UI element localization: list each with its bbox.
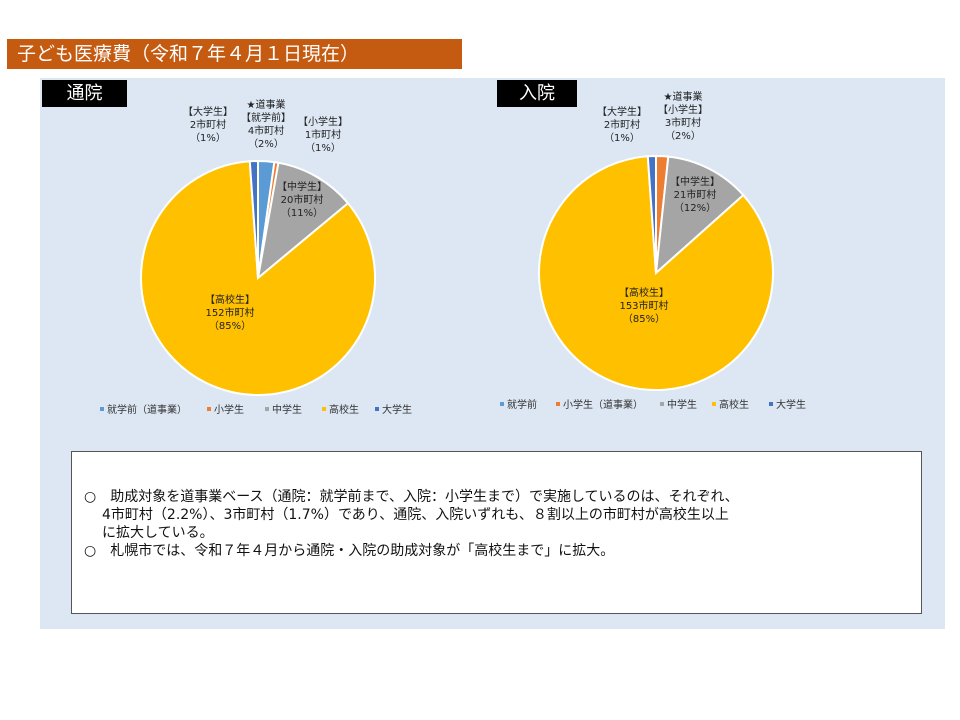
legend-swatch [375,407,379,411]
legend-swatch [712,402,716,406]
legend-swatch [265,407,269,411]
pie-slice-daigakusei [646,154,657,274]
note-line: に拡大している。 [102,525,214,541]
legend-swatch [769,402,773,406]
data-label-daigakusei: 【大学生】 2市町村（1%） [183,105,233,144]
note-line: ○ 助成対象を道事業ベース（通院：就学前まで、入院：小学生まで）で実施しているの… [84,489,739,505]
legend-item-chugakusei: 中学生 [660,398,697,411]
legend-label: 就学前（道事業） [107,403,187,416]
legend-label: 就学前 [507,398,537,411]
legend-swatch [556,402,560,406]
inpatient-pie-chart: ★道事業【小学生】 3市町村（2%） 【中学生】 21市町村（12%） 【高校生】 153… [500,90,806,411]
legend-label: 小学生（道事業） [563,398,643,411]
legend-label: 中学生 [667,398,697,411]
legend-item-shogakusei: 小学生（道事業） [556,398,643,411]
note-line: 4市町村（2.2%）、3市町村（1.7%）であり、通院、入院いずれも、８割以上の… [102,507,729,523]
notes-box: ○ 助成対象を道事業ベース（通院：就学前まで、入院：小学生まで）で実施しているの… [71,451,922,614]
legend-label: 大学生 [382,403,412,416]
legend-item-daigakusei: 大学生 [769,398,806,411]
legend-label: 中学生 [272,403,302,416]
legend-swatch [207,407,211,411]
data-label-kokosei: 【高校生】 153市町村（85%） [619,286,669,325]
pie-slice-chugakusei [654,155,745,276]
data-label-chugakusei: 【中学生】 20市町村（11%） [277,180,327,219]
data-label-kokosei: 【高校生】 152市町村（85%） [205,293,255,332]
legend-label: 大学生 [776,398,806,411]
pie-slice-daigakusei [248,159,259,279]
legend-swatch [500,402,504,406]
data-label-chugakusei: 【中学生】 21市町村（12%） [670,175,720,214]
pie-slice-kokosei [538,155,774,392]
legend-swatch [660,402,664,406]
page-title: 子ども医療費（令和７年４月１日現在） [7,39,462,69]
legend-item-shugakumae: 就学前 [500,398,537,411]
outpatient-pie-chart: ★道事業【就学前】 4市町村（2%）【小学生】 1市町村（1%） 【中学生】 20市町村… [100,98,412,416]
legend-item-chugakusei: 中学生 [265,403,302,416]
data-label-daigakusei: 【大学生】 2市町村（1%） [597,105,647,144]
legend-item-kokosei: 高校生 [322,403,359,416]
legend-label: 小学生 [214,403,244,416]
legend-item-shogakusei: 小学生 [207,403,244,416]
outpatient-label: 通院 [42,80,127,107]
note-line: ○ 札幌市では、令和７年４月から通院・入院の助成対象が「高校生まで」に拡大。 [84,543,615,559]
legend-label: 高校生 [719,398,749,411]
pie-slice-chugakusei [256,161,350,281]
legend-item-kokosei: 高校生 [712,398,749,411]
data-label-shogakusei: 【小学生】 1市町村（1%） [298,115,348,154]
legend-swatch [100,407,104,411]
inpatient-label: 入院 [497,80,577,107]
legend-item-shugakumae: 就学前（道事業） [100,403,187,416]
legend-label: 高校生 [329,403,359,416]
data-label-shogakusei: ★道事業【小学生】 3市町村（2%） [658,90,708,142]
pie-slice-kokosei [140,160,376,396]
legend-swatch [322,407,326,411]
legend-item-daigakusei: 大学生 [375,403,412,416]
data-label-shugakumae: ★道事業【就学前】 4市町村（2%） [241,98,291,150]
